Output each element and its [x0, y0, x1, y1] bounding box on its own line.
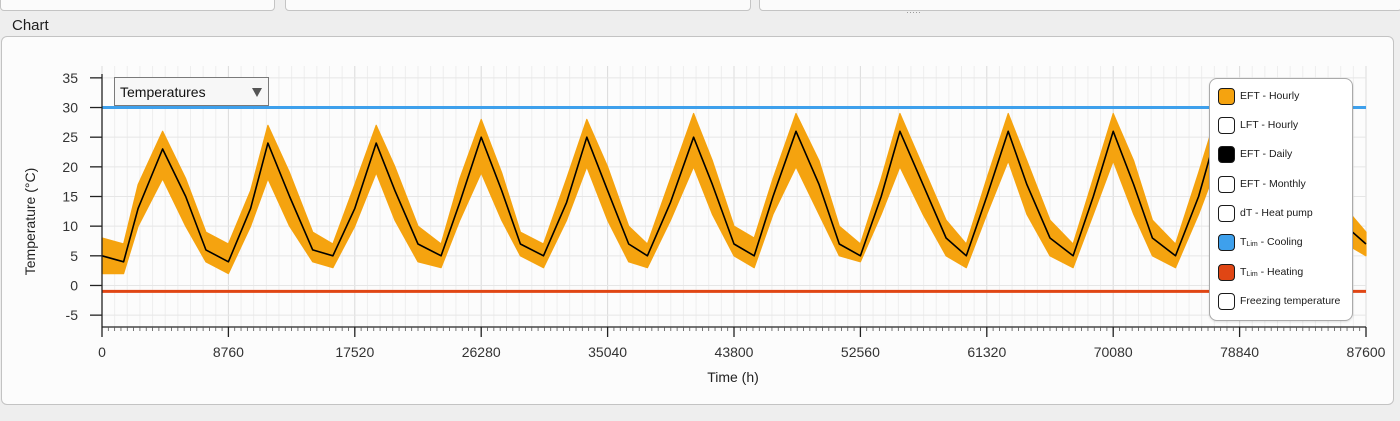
legend-item-dt-heat-pump[interactable]: dT - Heat pump: [1218, 203, 1352, 223]
legend-checkbox[interactable]: [1218, 292, 1235, 310]
legend-item-lft-hourly[interactable]: LFT - Hourly: [1218, 115, 1352, 135]
legend-label: EFT - Hourly: [1240, 90, 1300, 102]
legend-label: TLim - Heating: [1240, 266, 1303, 278]
top-panel-right: [759, 0, 1400, 11]
top-panel-left: [0, 0, 275, 11]
x-tick-label: 70080: [1094, 344, 1133, 360]
series-band-eft-hourly: [101, 106, 1367, 275]
series-selector-value: Temperatures: [120, 84, 206, 100]
legend-item-tlim-heating[interactable]: TLim - Heating: [1218, 262, 1352, 282]
y-tick-label: 15: [62, 189, 78, 205]
x-axis-title: Time (h): [707, 369, 759, 385]
legend-label-rest: - Cooling: [1257, 236, 1303, 248]
legend-label: EFT - Daily: [1240, 148, 1293, 160]
x-tick-label: 52560: [841, 344, 880, 360]
legend-checkbox[interactable]: [1218, 175, 1235, 193]
legend-item-freezing-temperature[interactable]: Freezing temperature: [1218, 291, 1352, 311]
y-tick-label: 30: [62, 100, 78, 116]
legend-item-eft-monthly[interactable]: EFT - Monthly: [1218, 174, 1352, 194]
x-tick-label: 87600: [1347, 344, 1386, 360]
series-line-eft-daily: [101, 124, 1367, 263]
legend-item-eft-hourly[interactable]: EFT - Hourly: [1218, 86, 1352, 106]
y-tick-label: 25: [62, 129, 78, 145]
legend-label-rest: - Heating: [1257, 266, 1304, 278]
x-tick-label: 8760: [213, 344, 244, 360]
top-panel-middle: [285, 0, 751, 11]
legend-checkbox[interactable]: [1218, 204, 1235, 222]
chart-legend: EFT - Hourly LFT - Hourly EFT - Daily EF…: [1209, 78, 1353, 321]
y-tick-label: 20: [62, 159, 78, 175]
legend-checkbox[interactable]: [1218, 145, 1235, 163]
legend-checkbox[interactable]: [1218, 87, 1235, 105]
legend-label-subscript: Lim: [1246, 241, 1258, 248]
series-selector-dropdown[interactable]: Temperatures: [114, 77, 269, 106]
legend-checkbox[interactable]: [1218, 263, 1235, 281]
legend-item-tlim-cooling[interactable]: TLim - Cooling: [1218, 232, 1352, 252]
x-tick-label: 26280: [462, 344, 501, 360]
splitter-grip[interactable]: [900, 11, 926, 15]
x-tick-label: 43800: [715, 344, 754, 360]
y-tick-label: -5: [66, 307, 79, 323]
x-tick-label: 78840: [1220, 344, 1259, 360]
legend-label-subscript: Lim: [1246, 271, 1258, 278]
legend-checkbox[interactable]: [1218, 116, 1235, 134]
legend-label: LFT - Hourly: [1240, 119, 1299, 131]
dropdown-arrow-icon: [252, 88, 262, 97]
legend-label-main: T: [1240, 266, 1247, 278]
legend-label: dT - Heat pump: [1240, 207, 1313, 219]
legend-checkbox[interactable]: [1218, 233, 1235, 251]
x-tick-label: 35040: [588, 344, 627, 360]
y-axis-title: Temperature (°C): [22, 168, 38, 276]
y-tick-label: 0: [70, 277, 78, 293]
legend-label-main: T: [1240, 236, 1247, 248]
x-tick-label: 61320: [967, 344, 1006, 360]
chart-section-label: Chart: [12, 17, 49, 34]
legend-label: EFT - Monthly: [1240, 178, 1306, 190]
x-tick-label: 17520: [335, 344, 374, 360]
y-tick-label: 10: [62, 218, 78, 234]
legend-item-eft-daily[interactable]: EFT - Daily: [1218, 144, 1352, 164]
y-tick-label: 35: [62, 70, 78, 86]
y-tick-label: 5: [70, 248, 78, 264]
x-tick-label: 0: [98, 344, 106, 360]
legend-label: TLim - Cooling: [1240, 236, 1303, 248]
legend-label: Freezing temperature: [1240, 295, 1341, 307]
